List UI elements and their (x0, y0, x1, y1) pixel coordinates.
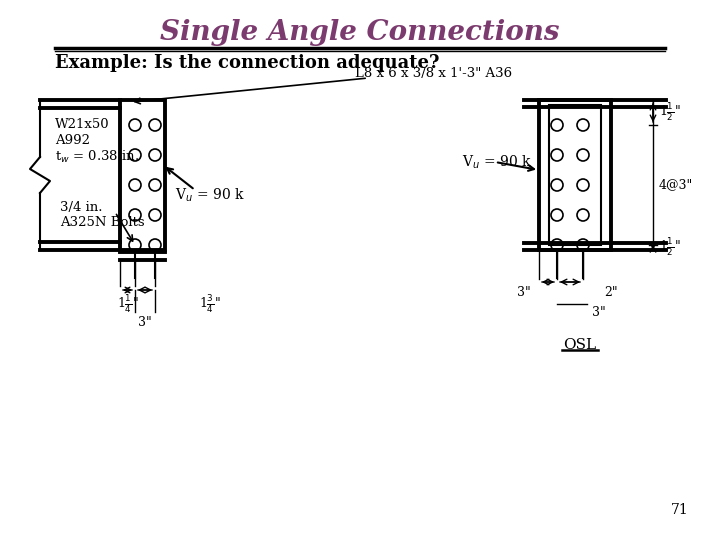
Text: 1$\frac{1}{4}$": 1$\frac{1}{4}$" (117, 293, 138, 315)
Text: 1$\frac{1}{2}$": 1$\frac{1}{2}$" (659, 237, 680, 259)
Text: Single Angle Connections: Single Angle Connections (161, 18, 559, 45)
Text: A325N Bolts: A325N Bolts (60, 215, 145, 228)
Text: V$_u$ = 90 k: V$_u$ = 90 k (175, 186, 245, 204)
Text: 3/4 in.: 3/4 in. (60, 201, 102, 214)
Text: W21x50: W21x50 (55, 118, 109, 132)
Text: OSL: OSL (564, 338, 597, 352)
Text: V$_u$ = 90 k: V$_u$ = 90 k (462, 153, 532, 171)
Text: 3": 3" (517, 286, 531, 299)
Text: t$_w$ = 0.38 in.: t$_w$ = 0.38 in. (55, 149, 139, 165)
Text: 3": 3" (592, 306, 606, 319)
Text: 4@3": 4@3" (659, 179, 693, 192)
Bar (549, 105, 601, 245)
Text: L8 x 6 x 3/8 x 1'-3" A36: L8 x 6 x 3/8 x 1'-3" A36 (355, 66, 512, 79)
Text: 1$\frac{1}{2}$": 1$\frac{1}{2}$" (659, 102, 680, 124)
Text: 1$\frac{3}{4}$": 1$\frac{3}{4}$" (199, 293, 221, 315)
Bar (539, 100, 611, 250)
Bar (120, 100, 165, 250)
Text: 71: 71 (671, 503, 689, 517)
Text: Example: Is the connection adequate?: Example: Is the connection adequate? (55, 54, 439, 72)
Text: 3": 3" (138, 315, 152, 328)
Text: A992: A992 (55, 133, 90, 146)
Text: 2": 2" (604, 286, 618, 299)
